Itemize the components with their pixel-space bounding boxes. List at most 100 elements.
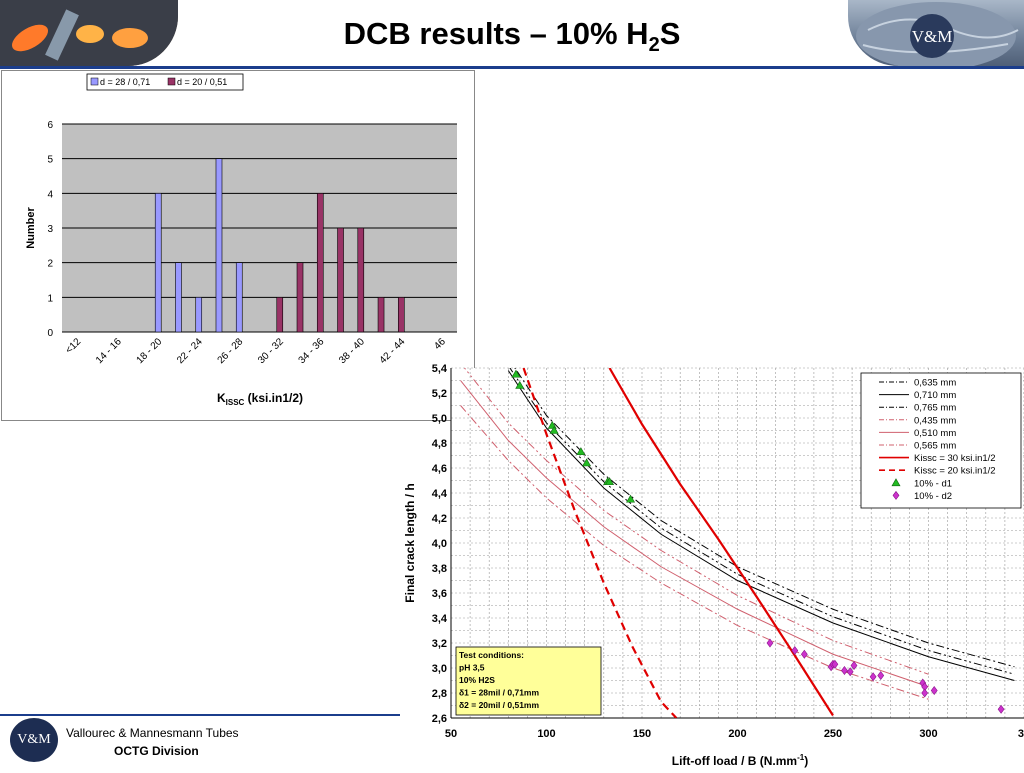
d1-point — [549, 425, 559, 434]
d1-point — [582, 458, 592, 467]
bar — [215, 158, 223, 333]
test-conditions-box — [455, 646, 602, 716]
x-tick-label: 26 - 28 — [216, 336, 246, 366]
y-tick-label: 4 — [47, 189, 53, 200]
y-axis-title: Final crack length / h — [403, 483, 417, 602]
d1-point — [576, 447, 586, 456]
title-end: S — [659, 16, 681, 51]
legend-label: d = 20 / 0,51 — [177, 77, 227, 87]
series-line — [522, 368, 678, 718]
x-tick-label: 34 - 36 — [297, 336, 327, 366]
y-tick-label: 6 — [47, 120, 53, 131]
x-tick-label: 18 - 20 — [135, 336, 165, 366]
d2-point — [877, 671, 885, 680]
footer-division: OCTG Division — [114, 744, 199, 758]
d1-point — [515, 380, 525, 389]
d2-point — [831, 659, 839, 669]
x-tick-label: 200 — [728, 728, 746, 740]
y-tick-label: 3,4 — [432, 613, 448, 625]
x-tick-label: 50 — [445, 728, 457, 740]
y-axis-title: Number — [25, 207, 37, 249]
legend-marker — [891, 478, 901, 487]
x-tick-label: 46 — [432, 336, 448, 352]
globe-icon: V&M — [856, 2, 1019, 66]
test-conditions-line: Test conditions: — [459, 650, 524, 660]
d2-point — [921, 688, 929, 698]
series-line — [463, 368, 929, 675]
y-tick-label: 3 — [47, 224, 53, 235]
y-tick-label: 2 — [47, 259, 53, 270]
d1-point — [626, 494, 636, 503]
d2-point — [846, 667, 854, 677]
bar — [195, 297, 203, 333]
y-tick-label: 5,0 — [432, 413, 447, 425]
d2-point — [766, 638, 774, 648]
x-tick-label: 38 - 40 — [337, 336, 367, 366]
legend-label: 0,710 mm — [914, 390, 956, 401]
title-subscript: 2 — [648, 34, 660, 57]
y-tick-label: 3,2 — [432, 638, 447, 650]
slide-header: DCB results – 10% H2S V&M — [0, 0, 1024, 69]
y-tick-label: 0 — [47, 328, 53, 339]
crack-length-panel: 2,6 2,8 3,0 3,2 3,4 3,6 3,8 4,0 4,2 4,4 4,6 4,8 5,0 5… — [400, 360, 1024, 768]
x-axis-title: Lift-off load / B (N.mm-1) — [672, 753, 808, 768]
legend-label: d = 28 / 0,71 — [100, 77, 150, 87]
footer-divider — [0, 714, 400, 716]
legend-box — [86, 73, 244, 91]
crack-length-chart: 2,6 2,8 3,0 3,2 3,4 3,6 3,8 4,0 4,2 4,4 4,6 4,8 5,0 5… — [403, 363, 1024, 768]
series-line — [460, 405, 929, 700]
tubes-image-icon — [0, 0, 178, 66]
x-tick-label: 300 — [919, 728, 937, 740]
vm-globe-logo: V&M — [848, 0, 1024, 66]
y-tick-label: 4,2 — [432, 513, 447, 525]
x-tick-label: 22 - 24 — [175, 336, 205, 366]
x-tick-label: 14 - 16 — [94, 336, 124, 366]
test-conditions-line: 10% H2S — [459, 675, 495, 685]
y-tick-label: 2,8 — [432, 688, 447, 700]
x-tick-label: <12 — [64, 336, 84, 356]
legend-marker — [892, 490, 900, 500]
bar — [337, 227, 344, 333]
series-line — [507, 370, 1015, 681]
d2-point — [869, 672, 877, 682]
y-tick-label: 1 — [47, 293, 53, 304]
y-tick-label: 5,2 — [432, 388, 447, 400]
y-tick-label: 3,6 — [432, 588, 447, 600]
x-tick-label: 35 — [1018, 728, 1024, 740]
bar — [235, 262, 243, 333]
legend-swatch — [167, 77, 176, 86]
d2-point — [850, 661, 858, 670]
company-photo-logo — [0, 0, 178, 66]
test-conditions-line: pH 3,5 — [459, 663, 485, 673]
legend-label: 0,435 mm — [914, 415, 956, 426]
y-tick-label: 5 — [47, 155, 53, 166]
y-tick-label: 4,6 — [432, 463, 447, 475]
legend-label: 0,510 mm — [914, 428, 956, 439]
d2-point — [800, 649, 808, 659]
legend-label: Kissc = 30 ksi.in1/2 — [914, 453, 996, 464]
y-tick-label: 4,8 — [432, 438, 447, 450]
bar — [397, 297, 405, 333]
y-tick-label: 4,4 — [432, 488, 448, 500]
d1-point — [605, 477, 615, 486]
header-divider — [0, 66, 1024, 69]
test-conditions-line: δ2 = 20mil / 0,51mm — [459, 700, 539, 710]
slide-title: DCB results – 10% H2S — [300, 16, 724, 57]
x-tick-label: 150 — [633, 728, 651, 740]
y-tick-label: 3,0 — [432, 663, 447, 675]
legend-box — [860, 372, 1022, 509]
x-tick-label: 250 — [824, 728, 842, 740]
d2-point — [930, 686, 938, 695]
d2-point — [997, 704, 1005, 714]
series-line — [460, 380, 929, 688]
x-axis-title: KISSC (ksi.in1/2) — [217, 391, 303, 407]
bar — [357, 227, 365, 333]
d2-point — [841, 666, 848, 675]
bar — [154, 193, 162, 333]
legend-label: Kissc = 20 ksi.in1/2 — [914, 466, 996, 477]
bar — [377, 297, 385, 333]
bar — [316, 193, 324, 333]
test-conditions-line: δ1 = 28mil / 0,71mm — [459, 688, 539, 698]
vm-logo-text: V&M — [912, 27, 953, 46]
series-line — [608, 368, 834, 717]
